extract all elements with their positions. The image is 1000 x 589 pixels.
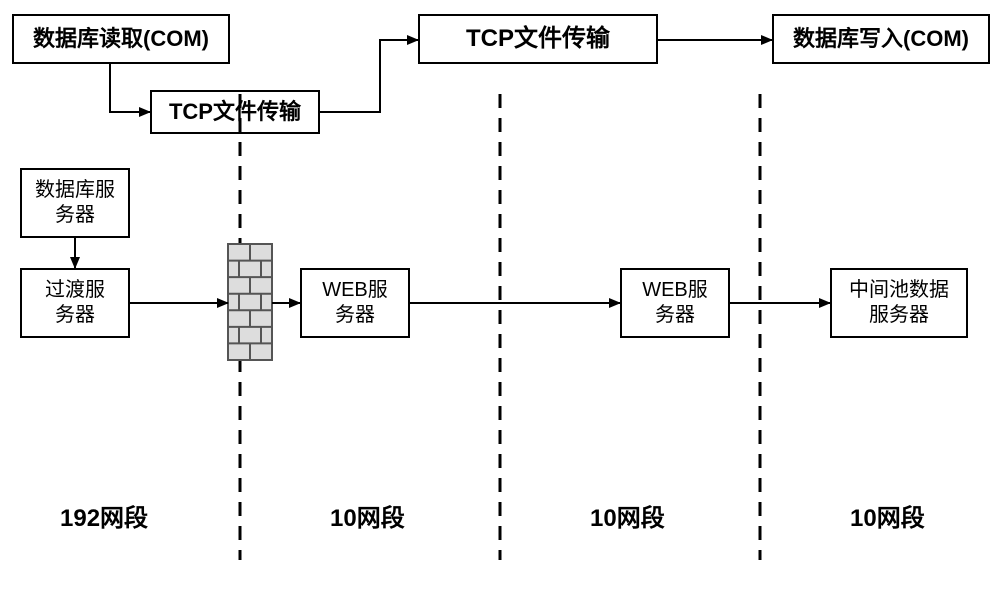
node-tcp2: TCP文件传输 [418, 14, 658, 64]
node-db-read: 数据库读取(COM) [12, 14, 230, 64]
node-label: WEB服 务器 [322, 278, 388, 328]
segment-text: 10网段 [590, 505, 665, 532]
node-label: 数据库读取(COM) [33, 25, 209, 53]
segment-text: 10网段 [330, 505, 405, 532]
diagram-canvas: { "canvas": { "w": 1000, "h": 589, "bg":… [0, 0, 1000, 589]
arrow-tcp1-to-tcp2 [320, 40, 418, 112]
node-transition-server: 过渡服 务器 [20, 268, 130, 338]
node-label: TCP文件传输 [169, 98, 301, 126]
segment-text: 10网段 [850, 505, 925, 532]
node-web-server-2: WEB服 务器 [620, 268, 730, 338]
node-db-write: 数据库写入(COM) [772, 14, 990, 64]
node-label: WEB服 务器 [642, 278, 708, 328]
segment-label-192: 192网段 [60, 498, 148, 533]
segment-label-10a: 10网段 [330, 498, 405, 533]
segment-text: 192网段 [60, 505, 148, 532]
node-tcp1: TCP文件传输 [150, 90, 320, 134]
segment-label-10c: 10网段 [850, 498, 925, 533]
arrow-db_read-to-tcp1 [110, 64, 150, 112]
node-label: 过渡服 务器 [45, 278, 105, 328]
arrows [75, 40, 830, 303]
firewall-icon [228, 244, 272, 360]
node-mid-pool-server: 中间池数据 服务器 [830, 268, 968, 338]
node-db-server: 数据库服 务器 [20, 168, 130, 238]
node-label: 中间池数据 服务器 [849, 278, 949, 328]
node-label: 数据库服 务器 [35, 178, 115, 228]
segment-label-10b: 10网段 [590, 498, 665, 533]
node-label: 数据库写入(COM) [793, 25, 969, 53]
node-web-server-1: WEB服 务器 [300, 268, 410, 338]
node-label: TCP文件传输 [466, 24, 610, 54]
